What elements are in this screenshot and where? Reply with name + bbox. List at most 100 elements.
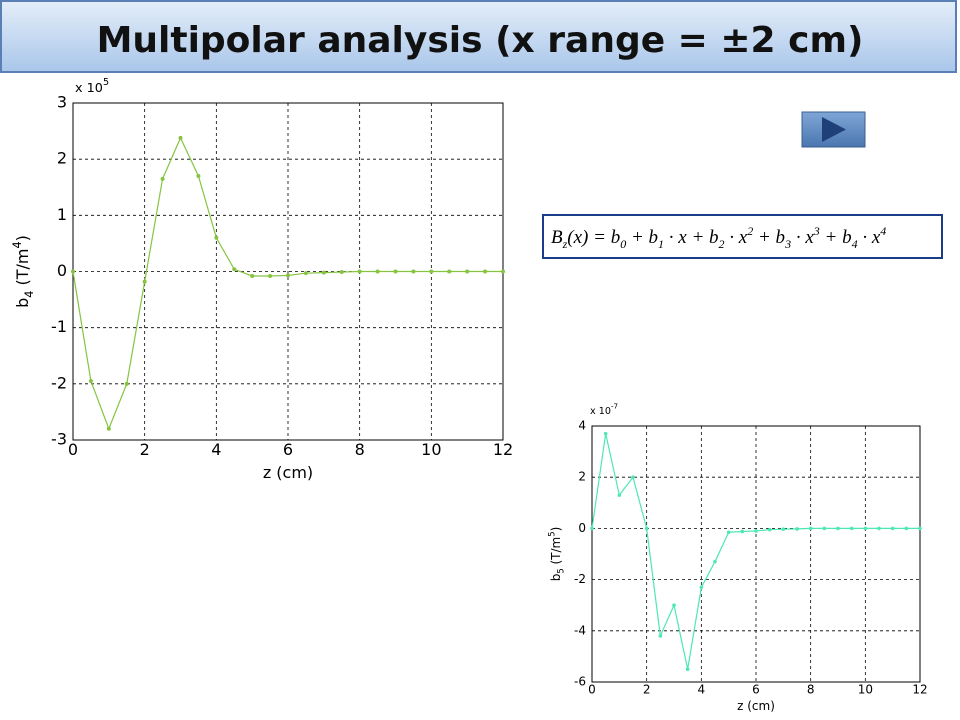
data-point bbox=[303, 271, 308, 276]
y-tick-label: 2 bbox=[578, 470, 586, 484]
data-point bbox=[88, 379, 93, 384]
text-part: · x bbox=[725, 227, 748, 248]
text-part: · x bbox=[791, 227, 814, 248]
data-point bbox=[160, 176, 165, 181]
axis-multiplier: x 105 bbox=[75, 77, 109, 96]
data-point bbox=[501, 269, 505, 274]
data-point bbox=[393, 269, 398, 274]
text-part: 2 bbox=[747, 224, 753, 238]
equation-box bbox=[542, 214, 943, 259]
text-part: 3 bbox=[784, 237, 791, 251]
text-part: + b bbox=[820, 227, 852, 248]
data-point bbox=[375, 269, 380, 274]
text-part: b bbox=[549, 574, 563, 582]
text-part: 4 bbox=[880, 224, 886, 238]
x-tick-label: 6 bbox=[283, 440, 293, 459]
data-point bbox=[178, 135, 183, 140]
text-part: (x) = b bbox=[567, 227, 620, 248]
data-point bbox=[726, 530, 731, 535]
data-point bbox=[465, 269, 470, 274]
text-part: · x bbox=[858, 227, 881, 248]
x-tick-label: 4 bbox=[698, 682, 706, 696]
y-tick-label: 4 bbox=[578, 419, 586, 433]
data-point bbox=[863, 526, 868, 531]
y-tick-label: 3 bbox=[57, 93, 67, 112]
data-point bbox=[357, 269, 362, 274]
slide-title: Multipolar analysis (x range = ±2 cm) bbox=[97, 20, 864, 61]
y-tick-label: -4 bbox=[574, 623, 586, 637]
x-axis-label: z (cm) bbox=[737, 699, 775, 713]
axis-multiplier: x 10-7 bbox=[590, 402, 618, 417]
data-point bbox=[877, 526, 881, 531]
text-part: · x + b bbox=[664, 227, 719, 248]
data-point bbox=[142, 279, 147, 284]
y-tick-label: -2 bbox=[574, 572, 586, 586]
data-point bbox=[890, 526, 895, 531]
data-point bbox=[644, 526, 649, 531]
data-point bbox=[918, 526, 922, 531]
text-part: 1 bbox=[658, 237, 664, 251]
text-part: 4 bbox=[23, 291, 36, 298]
x-tick-label: 2 bbox=[140, 440, 150, 459]
text-part: ) bbox=[13, 235, 32, 241]
y-axis-label: b4 (T/m4) bbox=[11, 235, 36, 308]
data-point bbox=[740, 529, 745, 534]
text-part: B bbox=[551, 227, 563, 248]
data-point bbox=[822, 526, 827, 531]
data-point bbox=[685, 667, 690, 671]
data-point bbox=[849, 526, 854, 531]
y-tick-label: 2 bbox=[57, 149, 67, 168]
data-point bbox=[603, 431, 608, 436]
text-part: 5 bbox=[556, 568, 566, 573]
data-point bbox=[232, 267, 237, 272]
data-point bbox=[672, 603, 676, 607]
data-point bbox=[836, 526, 840, 531]
text-part: 5 bbox=[547, 531, 557, 536]
data-point bbox=[904, 526, 909, 531]
x-axis-label: z (cm) bbox=[263, 463, 313, 482]
data-point bbox=[713, 559, 717, 564]
data-point bbox=[196, 174, 201, 179]
text-part: 4 bbox=[852, 237, 858, 251]
x-tick-label: 8 bbox=[355, 440, 365, 459]
equation: Bz(x) = b0 + b1 · x + b2 · x2 + b3 · x3 … bbox=[551, 224, 886, 251]
data-point bbox=[483, 269, 488, 274]
text-part: x 10 bbox=[75, 81, 103, 96]
x-tick-label: 2 bbox=[643, 682, 651, 696]
y-tick-label: -2 bbox=[51, 373, 67, 392]
text-part: + b bbox=[626, 227, 658, 248]
x-tick-label: 0 bbox=[588, 682, 596, 696]
text-part: (T/m bbox=[549, 537, 563, 569]
y-axis-label: b5 (T/m5) bbox=[547, 527, 566, 582]
text-part: 2 bbox=[719, 237, 725, 251]
y-tick-label: 1 bbox=[57, 205, 67, 224]
data-point bbox=[321, 270, 326, 275]
data-point bbox=[617, 493, 622, 497]
y-tick-label: -3 bbox=[51, 430, 67, 449]
data-point bbox=[71, 269, 75, 274]
play-icon[interactable] bbox=[822, 117, 846, 142]
data-point bbox=[658, 634, 663, 638]
data-point bbox=[124, 381, 129, 386]
text-part: -7 bbox=[611, 402, 618, 411]
x-tick-label: 0 bbox=[68, 440, 78, 459]
x-tick-label: 12 bbox=[912, 682, 927, 696]
y-tick-label: 0 bbox=[57, 261, 67, 280]
data-point bbox=[781, 527, 786, 531]
text-part: 5 bbox=[103, 77, 109, 88]
data-point bbox=[631, 475, 635, 480]
data-point bbox=[808, 526, 813, 531]
title-banner bbox=[0, 0, 957, 73]
text-part: x 10 bbox=[590, 406, 611, 417]
data-point bbox=[429, 269, 434, 274]
text-part: 3 bbox=[813, 224, 820, 238]
x-tick-label: 12 bbox=[493, 440, 513, 459]
x-tick-label: 4 bbox=[211, 440, 221, 459]
data-point bbox=[339, 270, 344, 275]
x-tick-label: 8 bbox=[807, 682, 815, 696]
text-part: 4 bbox=[11, 241, 24, 248]
data-point bbox=[106, 426, 111, 431]
text-part: ) bbox=[549, 527, 563, 532]
text-part: z bbox=[562, 237, 568, 251]
